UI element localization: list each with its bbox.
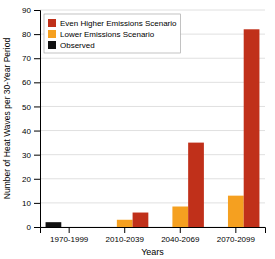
y-tick-mark <box>34 131 40 132</box>
y-tick-label: 0 <box>27 223 32 232</box>
y-tick-mark <box>34 106 40 107</box>
y-tick-mark <box>34 227 40 228</box>
legend-frame <box>44 14 181 53</box>
legend: Even Higher Emissions Scenario Lower Emis… <box>44 14 181 53</box>
y-tick-mark <box>34 203 40 204</box>
y-tick-mark <box>34 34 40 35</box>
y-tick: 0 <box>27 223 40 232</box>
bar <box>133 213 149 227</box>
grid <box>40 10 265 227</box>
x-axis: 1970-1999 2010-2039 2040-2069 2070-2099 <box>41 227 266 244</box>
y-tick: 30 <box>22 151 40 160</box>
y-tick: 60 <box>22 78 40 87</box>
bar <box>212 227 228 228</box>
grid-line <box>40 106 265 107</box>
grid-line <box>40 178 265 179</box>
bar <box>244 29 260 227</box>
grid-line <box>40 154 265 155</box>
y-axis-title: Number of Heat Waves per 30-Year Period <box>2 38 12 200</box>
y-tick-label: 10 <box>22 199 31 208</box>
grid-line <box>40 58 265 59</box>
x-tick-mark <box>69 227 70 233</box>
y-tick-label: 20 <box>22 175 31 184</box>
x-tick-label: 2040-2069 <box>161 235 200 244</box>
bar <box>228 196 244 227</box>
y-tick-mark <box>34 179 40 180</box>
bar-series <box>117 196 244 227</box>
legend-swatch <box>48 19 56 27</box>
x-tick-mark <box>124 227 125 233</box>
y-tick-label: 80 <box>22 30 31 39</box>
x-axis-title: Years <box>141 247 164 257</box>
bars <box>46 29 260 227</box>
x-axis-line <box>41 228 266 234</box>
legend-swatch <box>48 41 56 49</box>
x-tick: 2010-2039 <box>106 227 145 244</box>
bar <box>101 227 117 228</box>
y-tick-label: 40 <box>22 127 31 136</box>
y-tick: 70 <box>22 54 40 63</box>
legend-label: Lower Emissions Scenario <box>60 30 155 39</box>
bar-series <box>46 222 62 227</box>
y-tick: 90 <box>22 6 40 15</box>
bar <box>117 220 133 227</box>
bar <box>61 227 77 228</box>
bar <box>188 143 204 227</box>
grid-line <box>40 82 265 83</box>
x-tick-mark <box>235 227 236 233</box>
y-tick: 80 <box>22 30 40 39</box>
x-tick-label: 1970-1999 <box>50 235 89 244</box>
bar <box>77 227 93 228</box>
x-tick: 2070-2099 <box>217 227 256 244</box>
y-axis: 0 10 20 30 40 50 60 70 80 90 <box>22 6 40 232</box>
y-axis-line <box>34 11 41 228</box>
y-tick: 20 <box>22 175 40 184</box>
y-tick-label: 70 <box>22 54 31 63</box>
y-tick-mark <box>34 58 40 59</box>
x-tick-mark <box>180 227 181 233</box>
y-tick-label: 60 <box>22 78 31 87</box>
y-tick-label: 90 <box>22 6 31 15</box>
chart: 0 10 20 30 40 50 60 70 80 90 1970-1999 2010-2039 204… <box>0 0 275 259</box>
x-tick: 2040-2069 <box>161 227 200 244</box>
legend-swatch <box>48 30 56 38</box>
grid-line <box>40 130 265 131</box>
bar <box>172 207 188 227</box>
legend-label: Even Higher Emissions Scenario <box>60 19 177 28</box>
bar <box>157 227 173 228</box>
x-tick-label: 2070-2099 <box>217 235 256 244</box>
y-tick: 50 <box>22 103 40 112</box>
y-tick-label: 50 <box>22 103 31 112</box>
x-tick-label: 2010-2039 <box>106 235 145 244</box>
y-tick: 10 <box>22 199 40 208</box>
y-tick-mark <box>34 82 40 83</box>
grid-line <box>40 10 265 11</box>
bar-series <box>133 29 260 227</box>
y-tick-mark <box>34 155 40 156</box>
x-tick: 1970-1999 <box>50 227 89 244</box>
y-tick-label: 30 <box>22 151 31 160</box>
plot: 0 10 20 30 40 50 60 70 80 90 1970-1999 2010-2039 204… <box>22 6 265 244</box>
legend-label: Observed <box>60 41 95 50</box>
bar <box>46 222 62 227</box>
y-tick-mark <box>34 10 40 11</box>
y-tick: 40 <box>22 127 40 136</box>
